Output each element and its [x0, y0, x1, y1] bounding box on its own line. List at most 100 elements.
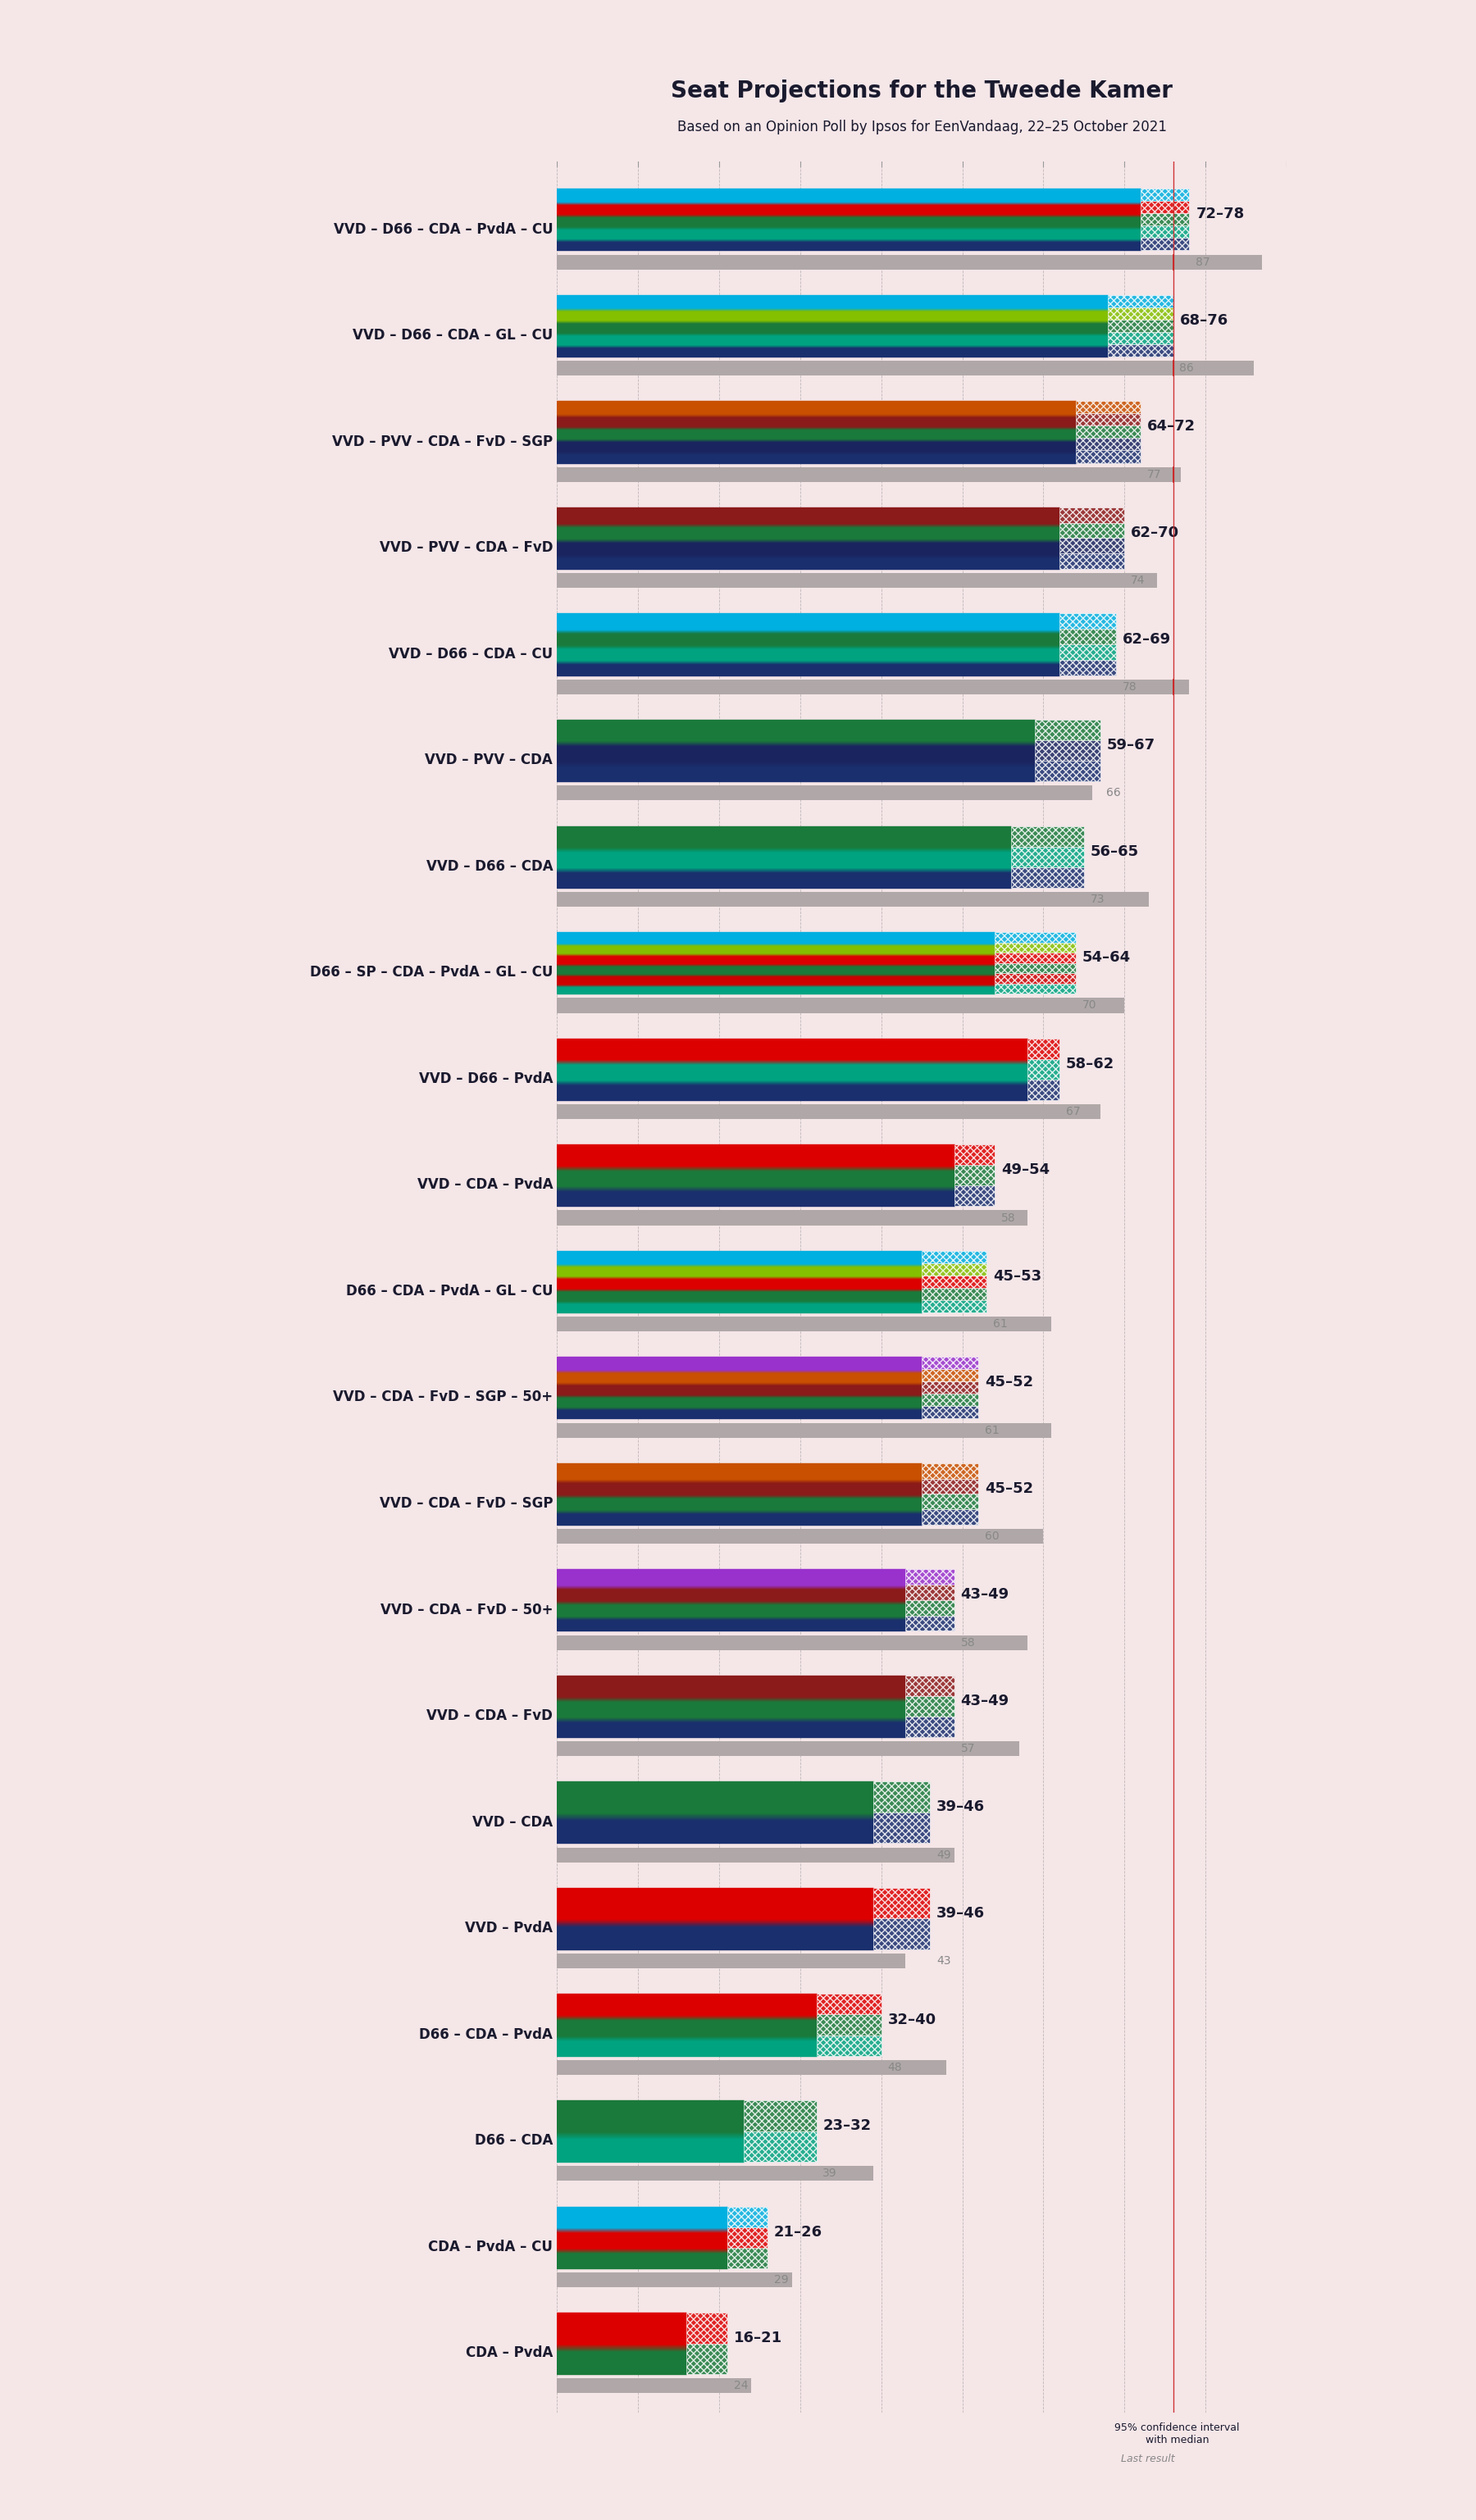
- Bar: [556, 242, 1141, 249]
- Bar: [556, 955, 995, 963]
- Bar: [921, 1356, 979, 1368]
- Bar: [556, 648, 1060, 660]
- Bar: [556, 852, 1011, 867]
- Text: 70: 70: [1082, 1000, 1097, 1011]
- Text: 39–46: 39–46: [936, 1799, 984, 1814]
- Bar: [556, 1356, 921, 1368]
- Bar: [1178, 2414, 1272, 2437]
- Bar: [1060, 660, 1116, 675]
- Bar: [556, 1315, 1051, 1331]
- Text: 29: 29: [775, 2273, 788, 2286]
- Bar: [1076, 438, 1141, 451]
- Bar: [556, 441, 1076, 451]
- Bar: [556, 827, 1011, 847]
- Bar: [556, 416, 1076, 426]
- Bar: [556, 1482, 921, 1494]
- Bar: [556, 1063, 1027, 1079]
- Bar: [556, 663, 1060, 675]
- Bar: [744, 2132, 816, 2162]
- Bar: [874, 1782, 930, 1812]
- Bar: [556, 348, 1108, 358]
- Bar: [556, 189, 1141, 202]
- Bar: [1141, 189, 1190, 202]
- Bar: [556, 323, 1108, 333]
- Text: VVD – D66 – CDA: VVD – D66 – CDA: [427, 859, 554, 874]
- Bar: [556, 975, 995, 983]
- Bar: [556, 1497, 921, 1509]
- Text: 49: 49: [936, 1850, 951, 1860]
- Text: 23–32: 23–32: [822, 2119, 871, 2132]
- Bar: [556, 310, 1108, 320]
- Text: 60: 60: [984, 1530, 999, 1542]
- Text: 78: 78: [1123, 680, 1137, 693]
- Bar: [556, 932, 995, 942]
- Bar: [556, 542, 1060, 554]
- Bar: [1141, 214, 1190, 227]
- Text: 87: 87: [1196, 257, 1210, 267]
- Bar: [556, 401, 1076, 413]
- Bar: [556, 507, 1060, 522]
- Bar: [556, 1588, 905, 1600]
- Bar: [1076, 451, 1141, 464]
- Bar: [556, 892, 1148, 907]
- Bar: [953, 1164, 995, 1184]
- Text: 45–53: 45–53: [993, 1270, 1042, 1283]
- Bar: [905, 1716, 953, 1736]
- Bar: [556, 2019, 816, 2036]
- Text: VVD – CDA: VVD – CDA: [472, 1814, 554, 1830]
- Bar: [556, 360, 1255, 375]
- Bar: [556, 786, 1092, 801]
- Bar: [556, 1676, 905, 1696]
- Text: Seat Projections for the Tweede Kamer: Seat Projections for the Tweede Kamer: [670, 81, 1172, 103]
- Bar: [556, 1635, 1027, 1651]
- Bar: [556, 746, 1035, 761]
- Bar: [556, 1210, 1027, 1225]
- Bar: [556, 1782, 874, 1812]
- Bar: [556, 721, 1035, 741]
- Bar: [921, 1250, 986, 1263]
- Bar: [921, 1275, 986, 1288]
- Bar: [556, 1424, 1051, 1436]
- Bar: [556, 680, 1190, 696]
- Bar: [744, 2099, 816, 2132]
- Text: VVD – PVV – CDA: VVD – PVV – CDA: [425, 753, 554, 769]
- Bar: [1035, 741, 1100, 761]
- Bar: [556, 2041, 816, 2056]
- Bar: [556, 1038, 1027, 1058]
- Bar: [556, 1383, 921, 1394]
- Bar: [905, 1676, 953, 1696]
- Text: VVD – CDA – PvdA: VVD – CDA – PvdA: [418, 1177, 554, 1192]
- Bar: [995, 963, 1076, 973]
- Bar: [1035, 721, 1100, 741]
- Text: 43–49: 43–49: [961, 1588, 1010, 1603]
- Bar: [1141, 237, 1190, 249]
- Bar: [556, 985, 995, 993]
- Bar: [556, 965, 995, 973]
- Bar: [556, 1741, 1018, 1756]
- Text: VVD – D66 – CDA – PvdA – CU: VVD – D66 – CDA – PvdA – CU: [334, 222, 554, 237]
- Text: 86: 86: [1179, 363, 1194, 373]
- Bar: [905, 1696, 953, 1716]
- Bar: [874, 1887, 930, 1918]
- Bar: [556, 1721, 905, 1736]
- Text: 16–21: 16–21: [734, 2331, 782, 2346]
- Bar: [556, 2273, 793, 2288]
- Text: 32–40: 32–40: [887, 2011, 936, 2026]
- Text: 61: 61: [984, 1424, 999, 1436]
- Text: 62–69: 62–69: [1123, 633, 1172, 648]
- Bar: [556, 1278, 921, 1288]
- Text: D66 – CDA – PvdA: D66 – CDA – PvdA: [419, 2026, 554, 2041]
- Bar: [556, 2099, 744, 2132]
- Bar: [556, 1887, 874, 1918]
- Bar: [556, 1169, 953, 1184]
- Bar: [556, 466, 1181, 481]
- Bar: [556, 2351, 686, 2374]
- Bar: [995, 953, 1076, 963]
- Bar: [556, 204, 1141, 214]
- Text: 58–62: 58–62: [1066, 1056, 1114, 1071]
- Bar: [1011, 867, 1083, 887]
- Bar: [556, 527, 1060, 539]
- Bar: [1108, 320, 1173, 333]
- Text: 58: 58: [961, 1638, 976, 1648]
- Bar: [556, 2208, 728, 2228]
